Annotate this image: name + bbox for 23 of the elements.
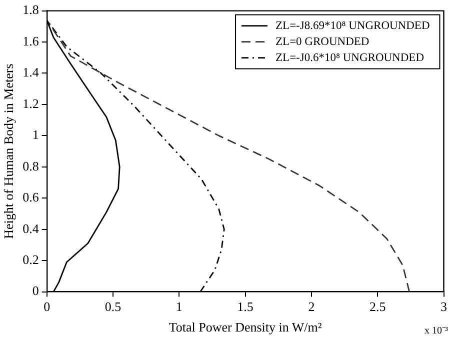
x-tick-label: 3 (440, 299, 447, 314)
text: x 10⁻³ (424, 326, 448, 337)
y-tick-label: 0.8 (22, 158, 39, 174)
legend-label: ZL=-J8.69*10⁸ UNGROUNDED (276, 20, 430, 32)
legend-label: ZL=-J0.6*10⁸ UNGROUNDED (276, 52, 424, 64)
y-tick-label: 1 (32, 127, 39, 142)
x-tick-label: 2.5 (369, 299, 386, 314)
y-axis-title: Height of Human Body in Meters (1, 64, 16, 239)
x-axis-title: Total Power Density in W/m² (168, 320, 322, 335)
y-tick-label: 1.2 (22, 96, 39, 111)
y-tick-label: 0.4 (22, 220, 40, 236)
x-tick-label: 1.5 (237, 299, 254, 314)
x-tick-label: 1 (176, 299, 182, 314)
y-tick-label: 1.8 (22, 2, 39, 18)
legend-label: ZL=0 GROUNDED (276, 36, 370, 48)
x-tick-label: 0.5 (104, 299, 122, 314)
x-tick-label: 0 (44, 299, 50, 314)
y-tick-label: 1.4 (22, 64, 40, 80)
y-tick-label: 0 (32, 283, 39, 298)
y-tick-label: 0.2 (22, 252, 39, 267)
y-tick-label: 1.6 (22, 33, 40, 48)
x-tick-label: 2 (308, 299, 315, 314)
y-tick-label: 0.6 (22, 190, 40, 205)
